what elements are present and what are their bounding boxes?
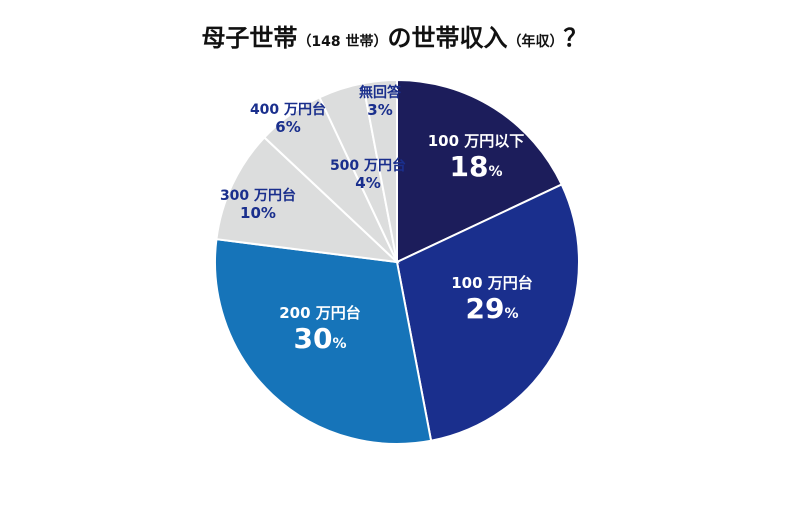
slice-name: 無回答 <box>359 84 402 101</box>
slice-value: 30 <box>294 322 333 355</box>
slice-name: 300 万円台 <box>220 187 296 204</box>
slice-unit: % <box>488 164 502 180</box>
slice-value: 29 <box>466 292 505 325</box>
slice-label: 100 万円台 29% <box>451 274 533 325</box>
chart-title: 母子世帯（148 世帯）の世帯収入（年収）？ <box>0 18 789 53</box>
slice-label: 300 万円台 10% <box>220 187 296 222</box>
slice-label: 200 万円台 30% <box>279 304 361 355</box>
pie-slice <box>214 238 433 445</box>
pie-slice <box>395 183 580 442</box>
slice-value: 4% <box>355 174 380 192</box>
pie-slice <box>361 78 398 263</box>
slice-unit: % <box>504 306 518 322</box>
slice-name: 100 万円以下 <box>428 132 525 150</box>
slice-name: 100 万円台 <box>451 274 533 292</box>
pie-slice <box>396 78 564 264</box>
slice-label: 400 万円台 6% <box>250 101 326 136</box>
pie-slice <box>215 135 400 264</box>
slice-value: 10% <box>240 204 276 222</box>
title-mark: ？ <box>563 24 588 52</box>
slice-unit: % <box>332 336 346 352</box>
slice-value: 18 <box>450 150 489 183</box>
slice-label: 100 万円以下 18% <box>428 132 525 183</box>
slice-label: 500 万円台 4% <box>330 157 406 192</box>
title-main: 母子世帯 <box>201 24 298 52</box>
slice-label: 無回答 3% <box>359 84 402 119</box>
slice-name: 400 万円台 <box>250 101 326 118</box>
slice-value: 3% <box>367 101 392 119</box>
slice-value: 6% <box>275 118 300 136</box>
slice-name: 500 万円台 <box>330 157 406 174</box>
slice-name: 200 万円台 <box>279 304 361 322</box>
title-rest: の世帯収入 <box>387 24 508 52</box>
title-count: （148 世帯） <box>297 34 388 50</box>
title-unit: （年収） <box>507 34 564 50</box>
